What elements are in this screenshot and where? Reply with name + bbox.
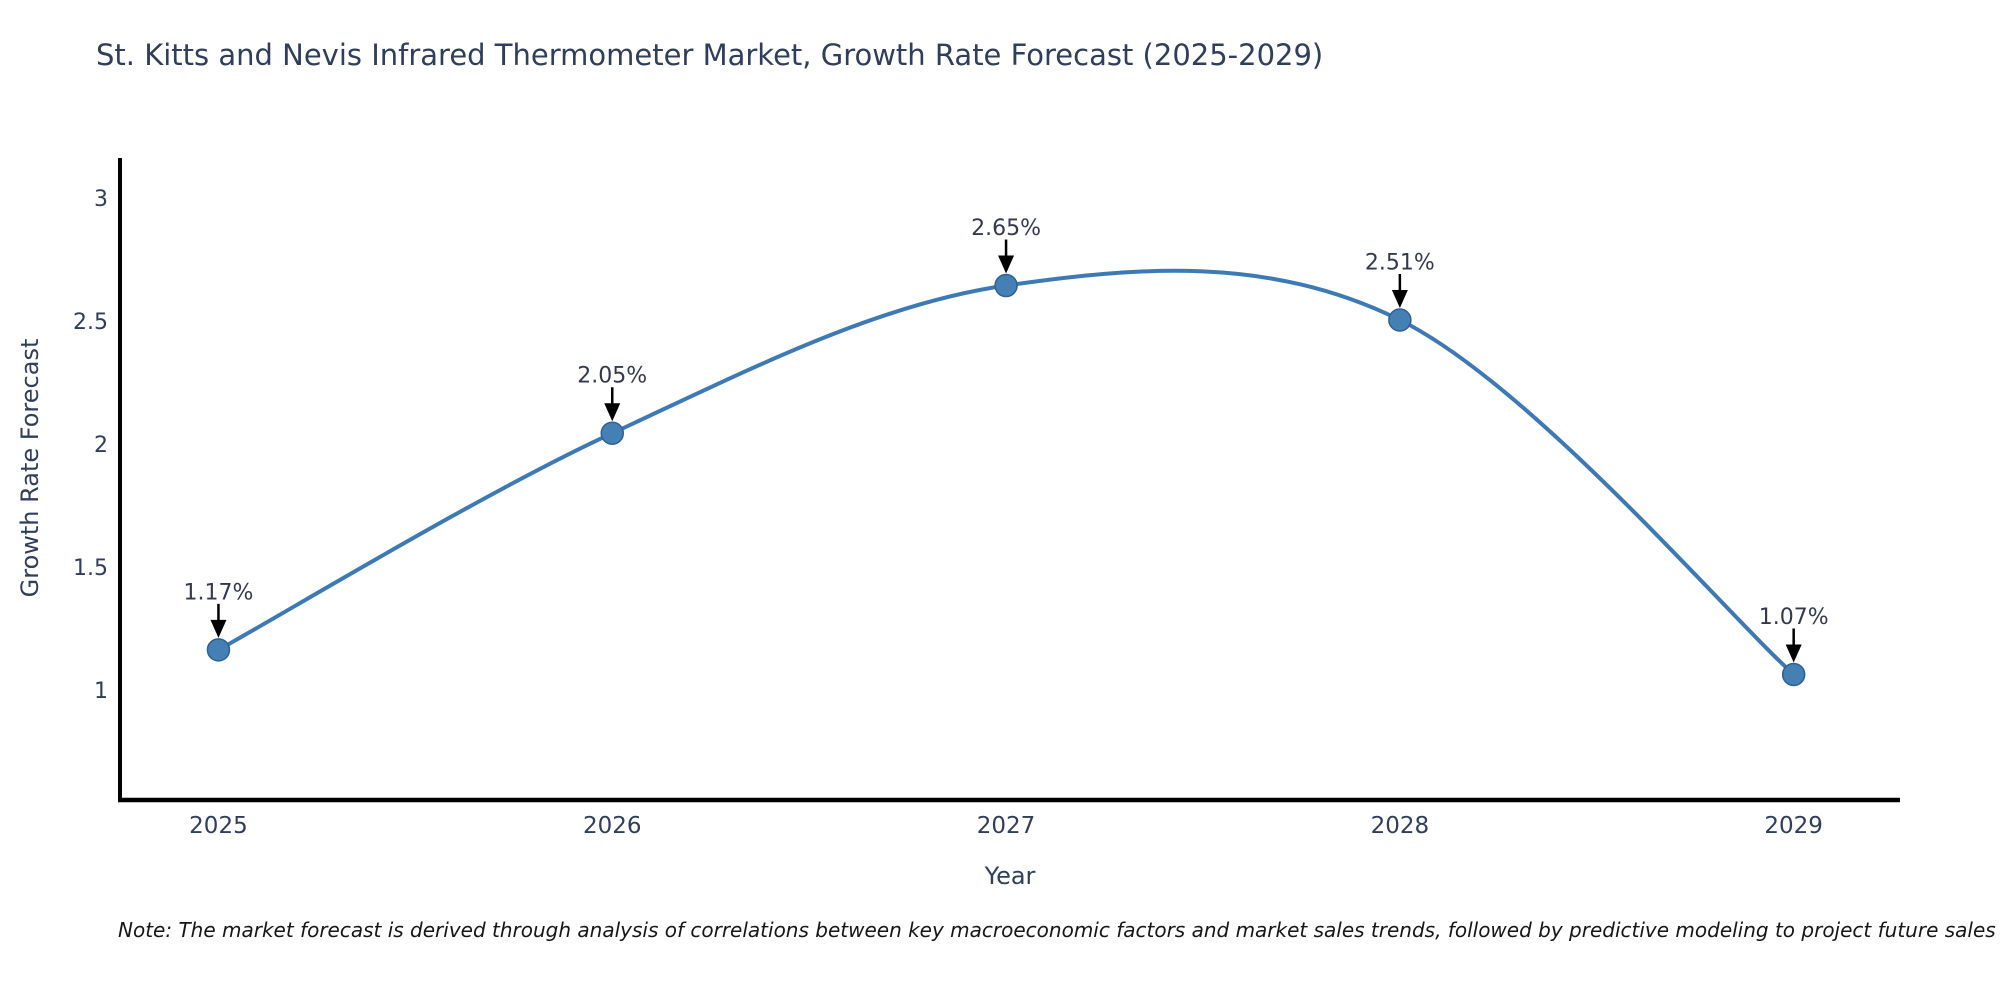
x-tick-label: 2026: [583, 813, 642, 839]
data-point-label: 2.05%: [577, 364, 647, 389]
data-point-label: 1.07%: [1759, 605, 1829, 630]
x-tick-label: 2028: [1371, 813, 1430, 839]
annotation-arrowhead: [604, 403, 621, 422]
y-tick-label: 2: [94, 433, 108, 458]
data-point-label: 1.17%: [184, 580, 254, 605]
trend-line: [217, 268, 1796, 676]
data-point-marker: [206, 638, 231, 662]
data-point-marker: [1388, 308, 1412, 332]
annotation-arrowhead: [1785, 644, 1802, 663]
data-point-label: 2.65%: [971, 216, 1041, 241]
data-point-marker: [600, 421, 625, 445]
x-axis-title: Year: [984, 862, 1036, 890]
y-tick-label: 2.5: [73, 310, 108, 335]
y-tick-label: 3: [94, 187, 108, 212]
x-tick-label: 2029: [1764, 813, 1823, 839]
y-tick-label: 1: [94, 679, 108, 704]
annotation-arrowhead: [998, 255, 1015, 274]
data-point-label: 2.51%: [1365, 251, 1435, 276]
x-tick-label: 2027: [977, 813, 1036, 839]
data-point-marker: [1781, 662, 1806, 687]
chart-title: St. Kitts and Nevis Infrared Thermometer…: [96, 38, 1324, 72]
annotation-arrowhead: [210, 619, 227, 638]
data-point-marker: [994, 273, 1018, 298]
y-axis-title: Growth Rate Forecast: [16, 338, 44, 598]
annotation-arrowhead: [1391, 290, 1408, 308]
footnote: Note: The market forecast is derived thr…: [118, 918, 1996, 942]
y-tick-label: 1.5: [73, 556, 108, 581]
x-tick-label: 2025: [189, 813, 248, 839]
